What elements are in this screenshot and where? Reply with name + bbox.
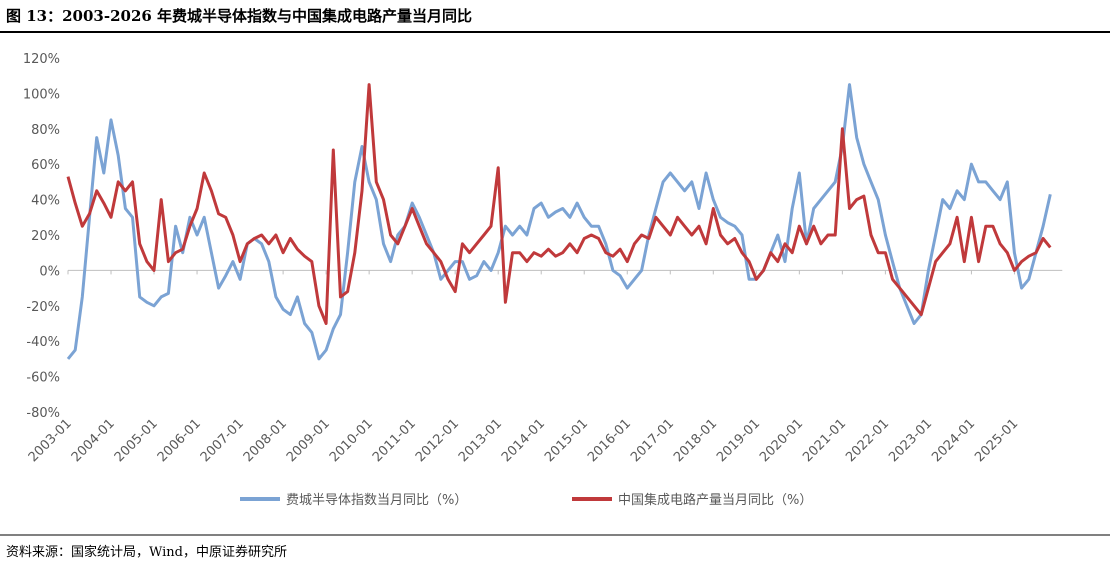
chart-title: 图 13：2003-2026 年费城半导体指数与中国集成电路产量当月同比 <box>6 7 472 25</box>
y-tick-label: 100% <box>23 87 60 102</box>
y-tick-label: -80% <box>26 406 60 421</box>
y-tick-label: 0% <box>39 264 60 279</box>
x-tick-label: 2023-01 <box>886 416 935 465</box>
x-tick-label: 2019-01 <box>714 416 763 465</box>
x-tick-label: 2004-01 <box>69 416 118 465</box>
x-tick-label: 2007-01 <box>198 416 247 465</box>
x-tick-label: 2005-01 <box>112 416 161 465</box>
x-tick-label: 2014-01 <box>499 416 548 465</box>
series-line <box>66 83 1052 325</box>
y-tick-label: -60% <box>26 371 60 386</box>
x-tick-label: 2008-01 <box>241 416 290 465</box>
x-tick-label: 2013-01 <box>456 416 505 465</box>
legend-label: 中国集成电路产量当月同比（%） <box>618 492 812 508</box>
x-tick-label: 2024-01 <box>929 416 978 465</box>
x-tick-label: 2011-01 <box>370 416 419 465</box>
x-tick-label: 2017-01 <box>628 416 677 465</box>
source: 资料来源：国家统计局，Wind，中原证券研究所 <box>6 544 287 560</box>
y-tick-label: 80% <box>31 123 60 138</box>
x-tick-label: 2010-01 <box>327 416 376 465</box>
x-tick-label: 2021-01 <box>800 416 849 465</box>
series-line <box>66 83 1052 361</box>
x-tick-label: 2016-01 <box>585 416 634 465</box>
x-tick-label: 2006-01 <box>155 416 204 465</box>
x-tick-label: 2025-01 <box>972 416 1021 465</box>
y-tick-label: 20% <box>31 229 60 244</box>
x-tick-label: 2020-01 <box>757 416 806 465</box>
x-tick-label: 2009-01 <box>284 416 333 465</box>
y-tick-label: 60% <box>31 158 60 173</box>
x-tick-label: 2012-01 <box>413 416 462 465</box>
x-tick-label: 2022-01 <box>843 416 892 465</box>
legend-label: 费城半导体指数当月同比（%） <box>286 493 467 508</box>
y-tick-label: -20% <box>26 300 60 315</box>
y-tick-label: -40% <box>26 335 60 350</box>
y-tick-label: 120% <box>23 52 60 67</box>
x-tick-label: 2018-01 <box>671 416 720 465</box>
x-tick-label: 2015-01 <box>542 416 591 465</box>
y-tick-label: 40% <box>31 194 60 209</box>
x-tick-label: 2003-01 <box>26 416 75 465</box>
